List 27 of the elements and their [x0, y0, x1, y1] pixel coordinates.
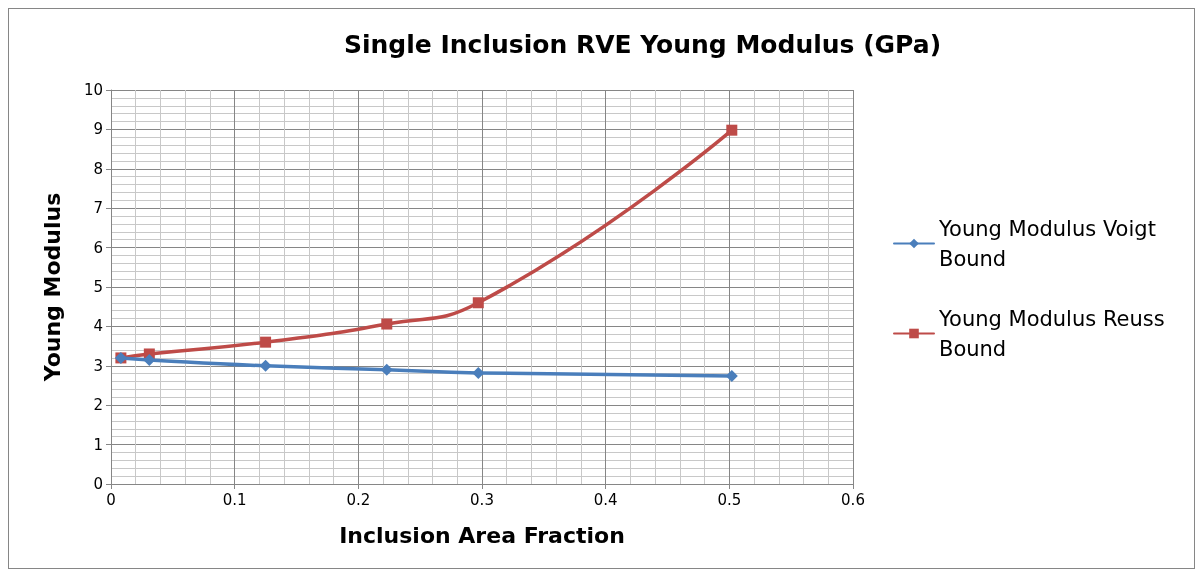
x-tick-label: 0.1 [222, 490, 247, 509]
y-tick-label: 3 [93, 356, 103, 375]
point [726, 124, 738, 136]
x-tick-label: 0 [106, 490, 116, 509]
y-axis-title: Young Modulus [39, 192, 65, 383]
x-tick-label: 0.5 [717, 490, 742, 509]
y-tick-label: 8 [93, 159, 103, 178]
x-tick-label: 0.4 [593, 490, 618, 509]
point [260, 336, 272, 348]
y-tick-label: 0 [93, 475, 103, 493]
y-tick-label: 7 [93, 199, 103, 218]
point [472, 297, 484, 309]
y-tick-label: 5 [93, 278, 103, 296]
x-axis-title: Inclusion Area Fraction [339, 522, 625, 548]
legend-label: Young Modulus Reuss Bound [938, 306, 1172, 361]
y-tick-label: 10 [83, 81, 103, 99]
y-tick-label: 6 [93, 238, 103, 257]
y-tick-label: 1 [93, 435, 103, 454]
y-tick-label: 4 [93, 317, 103, 336]
x-tick-label: 0.3 [470, 490, 494, 509]
x-tick-label: 0.6 [841, 490, 865, 509]
legend-label: Young Modulus Voigt Bound [938, 216, 1163, 271]
point [381, 318, 393, 330]
chart-title: Single Inclusion RVE Young Modulus (GPa) [344, 30, 942, 59]
y-tick-label: 9 [93, 120, 103, 139]
x-tick-label: 0.2 [346, 490, 371, 509]
y-tick-label: 2 [93, 396, 103, 415]
